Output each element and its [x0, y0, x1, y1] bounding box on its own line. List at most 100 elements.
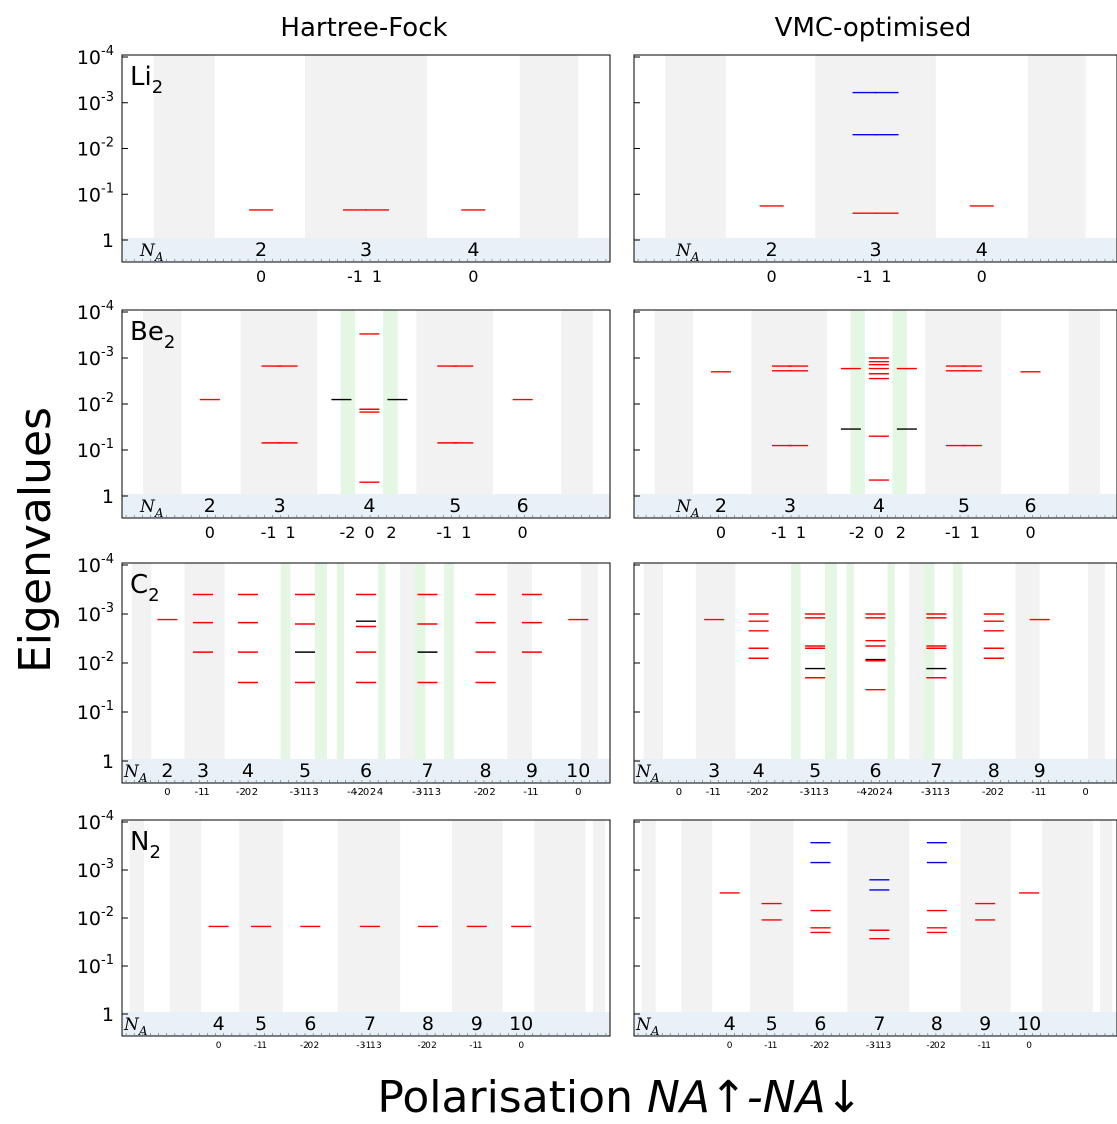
- x-minor-ticks: [637, 1033, 1114, 1036]
- na-shaded-band: [847, 820, 910, 1036]
- panel-be-vmc: NA 203-1 14-2 0 25-1 160: [633, 309, 1117, 542]
- bands: [131, 563, 598, 783]
- y-tick-label: 10-2: [77, 905, 114, 930]
- polarisation-label: 3: [885, 1041, 891, 1051]
- polarisation-label: 2: [762, 787, 768, 798]
- polarisation-label: -2: [474, 787, 484, 798]
- polarisation-band: [280, 563, 291, 783]
- na-label-n: N: [675, 497, 692, 517]
- polarisation-label: 0: [934, 1041, 940, 1051]
- na-label-sub: A: [690, 506, 700, 520]
- y-tick-label: 10-2: [77, 391, 114, 416]
- na-number: 4: [753, 760, 765, 782]
- y-tick-exponent: -1: [101, 699, 114, 714]
- x-axis-label-text: Polarisation: [377, 1072, 647, 1123]
- y-tick-exponent: -3: [101, 857, 114, 872]
- polarisation-band: [314, 563, 327, 783]
- na-number: 2: [161, 760, 173, 782]
- polarisation-label: -1: [261, 523, 277, 542]
- na-number: 7: [421, 760, 433, 782]
- y-axis-label: Eigenvalues: [10, 407, 61, 673]
- na-strip: [634, 238, 1117, 262]
- na-label: NA: [139, 497, 164, 520]
- y-tick-exponent: -4: [101, 809, 114, 824]
- polarisation-label: 1: [714, 787, 720, 798]
- polarisation-band: [846, 563, 854, 783]
- na-number: 4: [213, 1013, 225, 1035]
- polarisation-label: 2: [489, 787, 495, 798]
- y-tick-base: 10: [77, 139, 101, 161]
- polarisation-label: -2: [982, 787, 992, 798]
- y-tick-label: 10-3: [77, 857, 114, 882]
- y-tick-base: 10: [77, 440, 101, 462]
- y-tick-base: 10: [77, 394, 101, 416]
- polarisation-label: -1: [347, 267, 363, 286]
- na-label: NA: [675, 497, 700, 520]
- y-ticks: 10-410-310-210-11: [77, 552, 128, 773]
- y-tick-label: 1: [102, 486, 114, 508]
- y-ticks: 10-410-310-210-11: [77, 44, 128, 252]
- y-tick-label: 10-3: [77, 90, 114, 115]
- y-tick-exponent: -1: [101, 953, 114, 968]
- na-number: 10: [566, 760, 590, 782]
- y-tick-base: 10: [77, 348, 101, 370]
- y-tick-base: 10: [77, 93, 101, 115]
- na-strip: [122, 1012, 610, 1036]
- x-minor-ticks: [637, 780, 1114, 783]
- na-number: 6: [517, 495, 529, 517]
- polarisation-label: 2: [314, 1041, 320, 1051]
- na-number: 8: [931, 1013, 943, 1035]
- polarisation-label: 1: [985, 1041, 991, 1051]
- polarisation-label: 0: [872, 787, 878, 798]
- polarisation-label: 1: [881, 267, 891, 286]
- na-number: 10: [1017, 1013, 1041, 1035]
- y-tick-exponent: -2: [101, 136, 114, 151]
- na-label-n: N: [139, 241, 156, 261]
- na-shaded-band: [131, 563, 152, 783]
- polarisation-label: 3: [312, 787, 318, 798]
- polarisation-label: -4: [857, 787, 867, 798]
- na-label: NA: [675, 241, 700, 264]
- polarisation-label: 0: [205, 523, 215, 542]
- na-label-sub: A: [138, 1024, 148, 1038]
- na-number: 5: [766, 1013, 778, 1035]
- na-shaded-band: [507, 563, 532, 783]
- polarisation-label: -1: [706, 787, 716, 798]
- na-number: 5: [809, 760, 821, 782]
- na-label: NA: [123, 762, 148, 785]
- na-shaded-band: [643, 563, 663, 783]
- na-label-sub: A: [650, 771, 660, 785]
- polarisation-label: 0: [245, 787, 251, 798]
- y-tick-exponent: -3: [101, 90, 114, 105]
- na-shaded-band: [1068, 310, 1101, 518]
- y-tick-exponent: -4: [101, 552, 114, 567]
- na-shaded-band: [909, 563, 924, 783]
- molecule-base: C: [130, 570, 148, 600]
- na-shaded-band: [1027, 55, 1086, 262]
- y-tick-exponent: -4: [101, 44, 114, 59]
- na-number: 8: [422, 1013, 434, 1035]
- na-number: 10: [509, 1013, 533, 1035]
- polarisation-label: 1: [203, 787, 209, 798]
- polarisation-label: -3: [290, 787, 300, 798]
- polarisation-label: 3: [435, 787, 441, 798]
- polarisation-band: [887, 563, 895, 783]
- y-tick-base: 10: [77, 555, 101, 577]
- y-tick-label: 10-1: [77, 437, 114, 462]
- y-tick-exponent: -2: [101, 650, 114, 665]
- polarisation-label: -1: [1031, 787, 1041, 798]
- polarisation-label: 0: [767, 267, 777, 286]
- na-number: 7: [364, 1013, 376, 1035]
- polarisation-label: -2: [747, 787, 757, 798]
- polarisation-band: [850, 310, 865, 518]
- panel-frame: [633, 562, 1117, 784]
- na-number: 5: [255, 1013, 267, 1035]
- na-shaded-band: [751, 310, 828, 518]
- polarisation-label: 0: [364, 523, 374, 542]
- na-number: 6: [304, 1013, 316, 1035]
- polarisation-label: -2: [236, 787, 246, 798]
- polarisation-label: 0: [575, 787, 581, 798]
- na-shaded-band: [1042, 820, 1093, 1036]
- y-ticks: 10-410-310-210-11: [77, 809, 128, 1026]
